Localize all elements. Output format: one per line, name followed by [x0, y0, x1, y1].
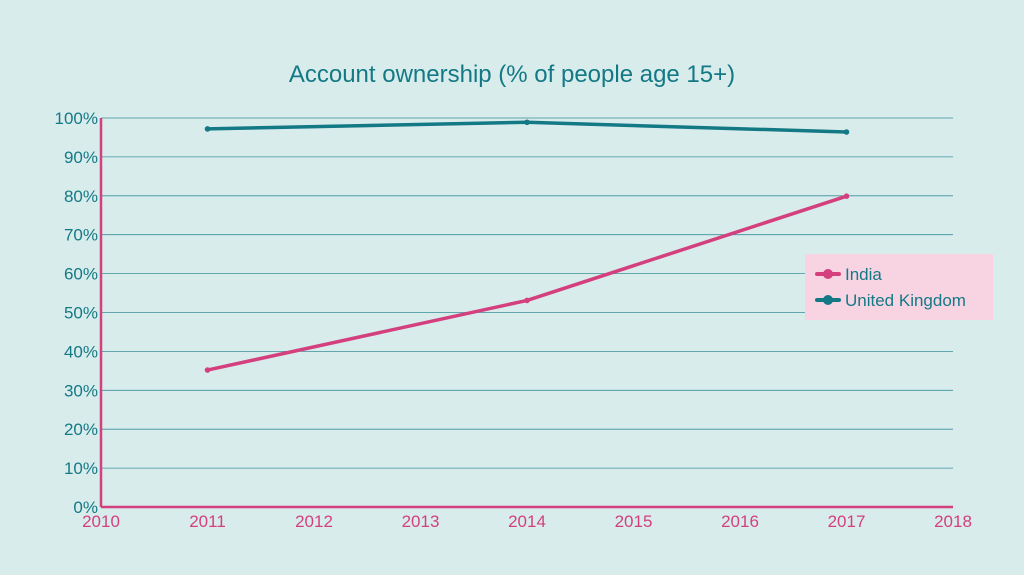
data-point-india [204, 367, 211, 373]
x-axis-ticks: 2010 2011 2012 2013 2014 2015 2016 2017 2018 [82, 512, 972, 531]
y-tick-label: 30% [64, 381, 98, 400]
x-tick-label: 2010 [82, 512, 120, 531]
legend-swatch-marker-india [823, 269, 833, 279]
y-tick-label: 40% [64, 342, 98, 361]
series-line-india [205, 194, 849, 372]
x-tick-label: 2016 [721, 512, 759, 531]
series-lines [204, 119, 850, 373]
x-tick-label: 2013 [402, 512, 440, 531]
x-tick-label: 2015 [615, 512, 653, 531]
y-tick-label: 0% [73, 498, 98, 517]
chart-title: Account ownership (% of people age 15+) [289, 61, 735, 88]
legend-swatch-marker-united-kingdom [823, 295, 833, 305]
y-tick-label: 70% [64, 226, 98, 245]
x-tick-label: 2012 [295, 512, 333, 531]
y-tick-label: 80% [64, 187, 98, 206]
legend-label-india: India [845, 265, 882, 284]
legend-label-united-kingdom: United Kingdom [845, 291, 966, 310]
legend: India United Kingdom [805, 254, 993, 320]
data-point-united-kingdom [843, 129, 850, 135]
x-tick-label: 2011 [189, 512, 226, 531]
y-axis-ticks: 0% 10% 20% 30% 40% 50% 60% 70% 80% 90% 100% [55, 109, 98, 517]
y-tick-label: 20% [64, 420, 98, 439]
legend-box [805, 254, 993, 320]
data-point-india [843, 193, 850, 199]
y-tick-label: 100% [55, 109, 98, 128]
axes [99, 118, 953, 509]
y-tick-label: 10% [64, 459, 98, 478]
grid-lines [101, 117, 953, 469]
y-tick-label: 90% [64, 148, 98, 167]
data-point-united-kingdom [524, 119, 530, 126]
y-tick-label: 50% [64, 304, 98, 323]
data-point-united-kingdom [204, 126, 211, 132]
y-tick-label: 60% [64, 265, 98, 284]
data-point-india [524, 297, 530, 304]
x-tick-label: 2018 [934, 512, 972, 531]
x-tick-label: 2017 [828, 512, 866, 531]
x-tick-label: 2014 [508, 512, 546, 531]
